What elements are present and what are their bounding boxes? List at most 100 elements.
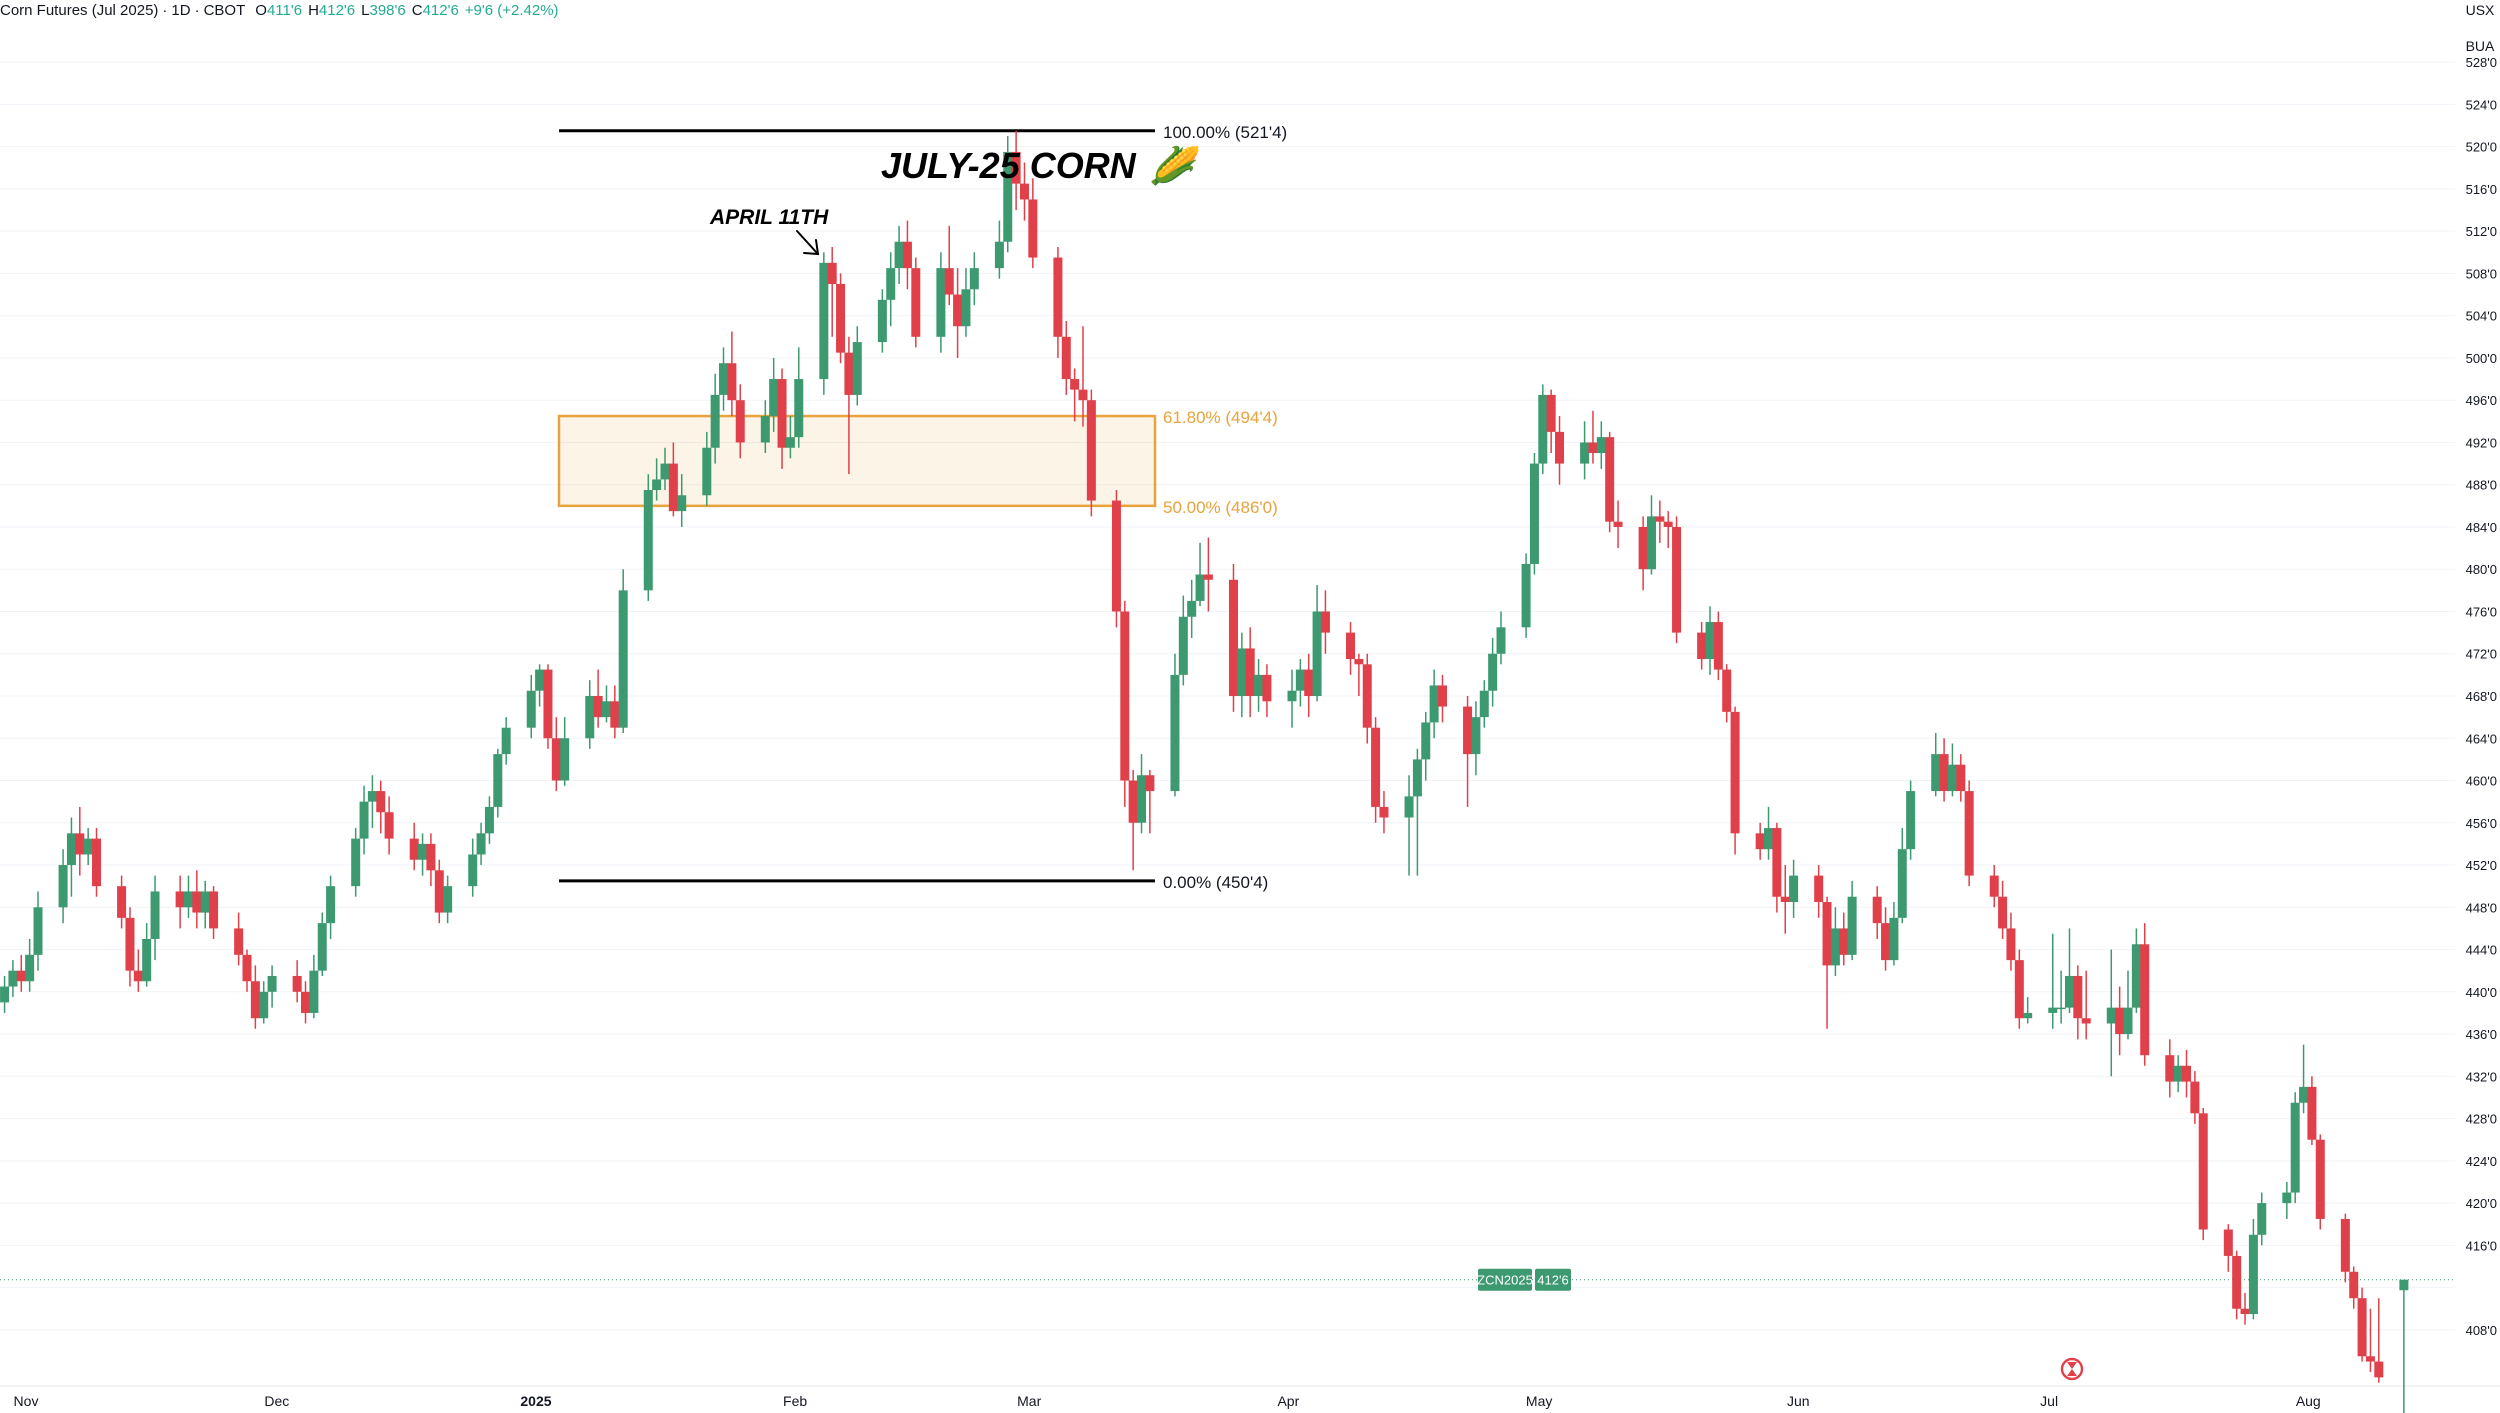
candle[interactable] <box>309 954 319 1019</box>
candle[interactable] <box>250 965 260 1029</box>
candle[interactable] <box>1404 775 1414 876</box>
candle[interactable] <box>535 664 545 707</box>
candle[interactable] <box>1872 886 1882 939</box>
candle[interactable] <box>1939 738 1949 802</box>
candle[interactable] <box>2048 933 2058 1029</box>
candle[interactable] <box>1588 410 1598 464</box>
candle[interactable] <box>267 965 277 1008</box>
candle[interactable] <box>1028 178 1038 269</box>
candle[interactable] <box>1764 806 1774 860</box>
candle[interactable] <box>384 796 394 855</box>
candle[interactable] <box>2081 970 2091 1040</box>
unit-label[interactable]: BUA <box>2465 38 2495 54</box>
candle[interactable] <box>2374 1298 2384 1383</box>
candle[interactable] <box>1471 701 1481 776</box>
candle[interactable] <box>493 748 503 818</box>
callout-april-11[interactable]: APRIL 11TH <box>709 206 829 229</box>
currency-label[interactable]: USX <box>2465 2 2495 18</box>
candle[interactable] <box>1170 653 1180 797</box>
candle[interactable] <box>501 717 511 765</box>
candle[interactable] <box>200 880 210 929</box>
candle[interactable] <box>2340 1213 2350 1283</box>
candle[interactable] <box>83 828 93 866</box>
candle[interactable] <box>1881 907 1891 971</box>
candle[interactable] <box>1479 680 1489 728</box>
candle[interactable] <box>852 326 862 406</box>
candle[interactable] <box>1078 326 1088 427</box>
candle[interactable] <box>2349 1266 2359 1309</box>
candle[interactable] <box>2190 1071 2200 1124</box>
candle[interactable] <box>1312 585 1322 702</box>
candle[interactable] <box>351 828 361 897</box>
candle[interactable] <box>192 870 202 929</box>
candle[interactable] <box>1730 706 1740 855</box>
candle[interactable] <box>1145 769 1155 834</box>
candle[interactable] <box>1722 664 1732 723</box>
candle[interactable] <box>1964 780 1974 887</box>
candle[interactable] <box>944 225 954 306</box>
candle[interactable] <box>1613 500 1623 549</box>
candle[interactable] <box>1956 754 1966 802</box>
candle[interactable] <box>1203 537 1213 612</box>
candle[interactable] <box>234 912 244 966</box>
candle[interactable] <box>1237 632 1247 718</box>
candle[interactable] <box>1320 590 1330 654</box>
candle[interactable] <box>2399 1279 2409 1413</box>
candle[interactable] <box>1019 162 1029 221</box>
candle[interactable] <box>1178 595 1188 686</box>
candle[interactable] <box>618 569 628 733</box>
candle[interactable] <box>2315 1134 2325 1230</box>
candle[interactable] <box>2240 1292 2250 1325</box>
hourglass-icon[interactable] <box>2060 1357 2084 1381</box>
candle[interactable] <box>1672 516 1682 644</box>
candle[interactable] <box>1187 579 1197 638</box>
candle[interactable] <box>1596 421 1606 469</box>
candle[interactable] <box>936 252 946 353</box>
candle[interactable] <box>794 347 804 448</box>
candle[interactable] <box>301 981 311 1024</box>
candle[interactable] <box>2056 970 2066 1024</box>
candle[interactable] <box>1195 542 1205 607</box>
candle[interactable] <box>1580 421 1590 480</box>
candle[interactable] <box>601 685 611 723</box>
candle[interactable] <box>242 949 252 992</box>
candle[interactable] <box>1789 859 1799 918</box>
candle[interactable] <box>367 775 377 829</box>
candle[interactable] <box>719 347 729 411</box>
candle[interactable] <box>1897 828 1907 924</box>
candle[interactable] <box>58 849 68 924</box>
candle[interactable] <box>434 859 444 924</box>
candle[interactable] <box>551 717 561 792</box>
candle[interactable] <box>468 838 478 897</box>
candle[interactable] <box>2006 912 2016 971</box>
candle[interactable] <box>2198 1108 2208 1241</box>
candle[interactable] <box>125 907 135 987</box>
candle[interactable] <box>2123 970 2133 1040</box>
candle[interactable] <box>2223 1224 2233 1272</box>
candle[interactable] <box>117 875 127 929</box>
candle[interactable] <box>1128 769 1138 871</box>
candle[interactable] <box>1705 606 1715 675</box>
candle[interactable] <box>668 442 678 517</box>
candle[interactable] <box>8 960 18 998</box>
fib-zone[interactable] <box>557 414 1157 508</box>
candle[interactable] <box>2140 923 2150 1066</box>
candle[interactable] <box>1772 822 1782 913</box>
candle[interactable] <box>1003 136 1013 253</box>
candle[interactable] <box>326 875 336 939</box>
candle[interactable] <box>1663 511 1673 549</box>
candle[interactable] <box>1998 880 2008 939</box>
candle[interactable] <box>526 674 536 739</box>
candle[interactable] <box>1830 907 1840 976</box>
candle[interactable] <box>735 384 745 459</box>
candle[interactable] <box>1989 865 1999 908</box>
candle[interactable] <box>2023 997 2033 1024</box>
candle[interactable] <box>1262 664 1272 718</box>
time-axis[interactable]: Nov Dec 2025 Feb Mar Apr May Jun Jul Aug <box>14 1393 2321 1409</box>
candle[interactable] <box>1889 902 1899 966</box>
candle[interactable] <box>1546 389 1556 454</box>
candle[interactable] <box>1697 622 1707 670</box>
candle[interactable] <box>2131 928 2141 1013</box>
candle[interactable] <box>1379 791 1389 834</box>
candle[interactable] <box>894 225 904 284</box>
